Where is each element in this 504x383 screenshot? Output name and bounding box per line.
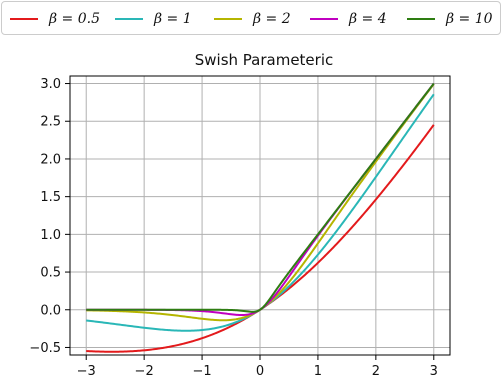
legend-label: β = 0.5 <box>49 11 100 27</box>
chart-title: Swish Parameteric <box>195 51 334 69</box>
x-tick-label: −2 <box>135 364 154 379</box>
legend-swatch <box>115 18 143 20</box>
x-tick-label: 2 <box>372 364 380 379</box>
chart-legend: β = 0.5 β = 1 β = 2 β = 4 β = 10 <box>1 1 501 35</box>
legend-swatch <box>214 18 242 20</box>
y-tick-label: −0.5 <box>29 341 61 356</box>
legend-item: β = 4 <box>310 2 387 36</box>
legend-label: β = 1 <box>154 11 192 27</box>
y-tick-label: 1.0 <box>40 228 61 243</box>
legend-item: β = 1 <box>115 2 192 36</box>
y-tick-label: 2.5 <box>40 115 61 130</box>
legend-label: β = 2 <box>253 11 291 27</box>
x-axis-ticks: −3 −2 −1 0 1 2 3 <box>77 355 438 379</box>
legend-label: β = 4 <box>349 11 387 27</box>
x-tick-label: 1 <box>314 364 322 379</box>
legend-swatch <box>407 18 435 20</box>
series-line-beta-10 <box>86 82 435 313</box>
y-tick-label: 0.5 <box>40 266 61 281</box>
legend-swatch <box>310 18 338 20</box>
legend-label: β = 10 <box>446 11 493 27</box>
y-tick-label: 0.0 <box>40 303 61 318</box>
y-axis-ticks: −0.5 0.0 0.5 1.0 1.5 2.0 2.5 3.0 <box>29 77 70 356</box>
x-tick-label: −3 <box>77 364 96 379</box>
series-lines <box>86 82 435 353</box>
x-tick-label: 0 <box>256 364 264 379</box>
x-tick-label: −1 <box>192 364 211 379</box>
grid-lines <box>70 76 450 355</box>
legend-item: β = 0.5 <box>10 2 100 36</box>
legend-item: β = 10 <box>407 2 493 36</box>
y-tick-label: 2.0 <box>40 152 61 167</box>
x-tick-label: 3 <box>430 364 438 379</box>
legend-item: β = 2 <box>214 2 291 36</box>
y-tick-label: 1.5 <box>40 190 61 205</box>
y-tick-label: 3.0 <box>40 77 61 92</box>
legend-swatch <box>10 18 38 20</box>
